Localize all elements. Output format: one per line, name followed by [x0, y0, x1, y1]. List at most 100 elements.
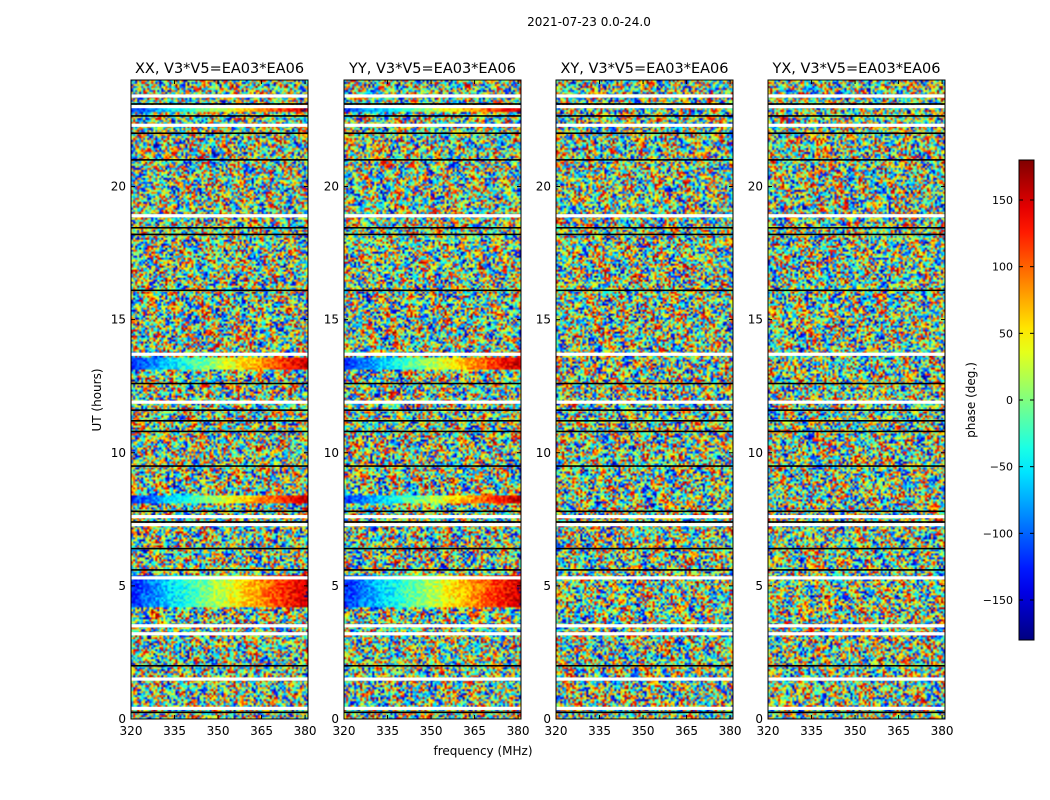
y-tick-label: 20 — [536, 180, 551, 194]
flagged-row — [768, 352, 945, 356]
colorbar-tick-label: −50 — [990, 461, 1013, 474]
phase-heatmap — [131, 80, 308, 719]
flagged-row — [768, 515, 945, 519]
x-tick-label: 365 — [887, 724, 910, 738]
flagged-row — [131, 624, 308, 628]
flagged-row — [344, 547, 521, 550]
y-tick-label: 15 — [324, 313, 339, 327]
flagged-row — [344, 521, 521, 523]
flagged-row — [344, 510, 521, 513]
x-tick-label: 335 — [163, 724, 186, 738]
colorbar-tick-label: 0 — [1006, 394, 1013, 407]
flagged-row — [768, 226, 945, 229]
flagged-row — [344, 515, 521, 519]
flagged-row — [344, 664, 521, 667]
flagged-row — [768, 523, 945, 527]
y-tick-label: 5 — [331, 579, 339, 593]
flagged-row — [768, 510, 945, 513]
panel-2: XY, V3*V5=EA03*EA06 320 335 350 365 380 0 5 10 15… — [536, 61, 742, 738]
flagged-row — [768, 521, 945, 523]
flagged-row — [131, 94, 308, 98]
flagged-row — [768, 123, 945, 127]
y-tick-label: 20 — [748, 180, 763, 194]
flagged-row — [556, 569, 733, 571]
flagged-row — [344, 352, 521, 356]
flagged-row — [131, 352, 308, 356]
flagged-row — [344, 289, 521, 292]
flagged-row — [344, 420, 521, 422]
y-tick-label: 15 — [536, 313, 551, 327]
colorbar-tick-label: 150 — [992, 194, 1013, 207]
y-tick-label: 10 — [111, 446, 126, 460]
flagged-row — [768, 382, 945, 385]
flagged-row — [344, 465, 521, 467]
flagged-row — [131, 711, 308, 714]
x-tick-label: 320 — [120, 724, 143, 738]
flagged-row — [556, 400, 733, 404]
flagged-row — [344, 576, 521, 580]
panel-title: YY, V3*V5=EA03*EA06 — [348, 61, 516, 77]
flagged-row — [131, 523, 308, 527]
y-tick-label: 5 — [755, 579, 763, 593]
flagged-row — [768, 420, 945, 422]
y-tick-label: 15 — [748, 313, 763, 327]
flagged-row — [768, 569, 945, 571]
flagged-row — [556, 159, 733, 161]
suptitle: 2021-07-23 0.0-24.0 — [527, 15, 651, 29]
flagged-row — [344, 523, 521, 527]
x-tick-label: 335 — [376, 724, 399, 738]
flagged-row — [344, 226, 521, 229]
flagged-row — [556, 420, 733, 422]
flagged-row — [131, 233, 308, 236]
panel-frame — [767, 79, 946, 720]
flagged-row — [768, 576, 945, 580]
flagged-row — [556, 677, 733, 681]
flagged-row — [131, 409, 308, 411]
x-tick-label: 350 — [844, 724, 867, 738]
x-tick-label: 335 — [800, 724, 823, 738]
flagged-row — [768, 632, 945, 636]
flagged-row — [131, 632, 308, 636]
flagged-row — [556, 664, 733, 667]
flagged-row — [768, 409, 945, 411]
flagged-row — [344, 409, 521, 411]
x-axis-label: frequency (MHz) — [433, 744, 532, 758]
flagged-row — [768, 105, 945, 109]
flagged-row — [556, 352, 733, 356]
flagged-row — [556, 521, 733, 523]
y-tick-label: 0 — [543, 712, 551, 726]
flagged-row — [768, 103, 945, 105]
x-tick-label: 380 — [294, 724, 317, 738]
flagged-row — [556, 132, 733, 135]
flagged-row — [131, 510, 308, 513]
x-tick-label: 320 — [545, 724, 568, 738]
panel-frame — [130, 79, 309, 720]
flagged-row — [131, 123, 308, 127]
flagged-row — [556, 632, 733, 636]
flagged-row — [556, 624, 733, 628]
y-tick-label: 0 — [118, 712, 126, 726]
flagged-row — [768, 400, 945, 404]
flagged-row — [556, 103, 733, 105]
flagged-row — [131, 115, 308, 117]
x-tick-label: 350 — [420, 724, 443, 738]
flagged-row — [556, 430, 733, 433]
x-tick-label: 320 — [333, 724, 356, 738]
y-tick-label: 15 — [111, 313, 126, 327]
flagged-row — [344, 94, 521, 98]
y-tick-label: 10 — [748, 446, 763, 460]
flagged-row — [344, 103, 521, 105]
y-tick-label: 20 — [324, 180, 339, 194]
x-tick-label: 365 — [463, 724, 486, 738]
flagged-row — [131, 547, 308, 550]
flagged-row — [556, 214, 733, 218]
flagged-row — [768, 711, 945, 714]
x-tick-label: 365 — [250, 724, 273, 738]
colorbar: −150 −100 −50 0 50 100 150 — [983, 159, 1035, 641]
flagged-row — [131, 382, 308, 385]
flagged-row — [131, 664, 308, 667]
flagged-row — [131, 103, 308, 105]
flagged-row — [556, 465, 733, 467]
phase-heatmap — [344, 80, 521, 719]
